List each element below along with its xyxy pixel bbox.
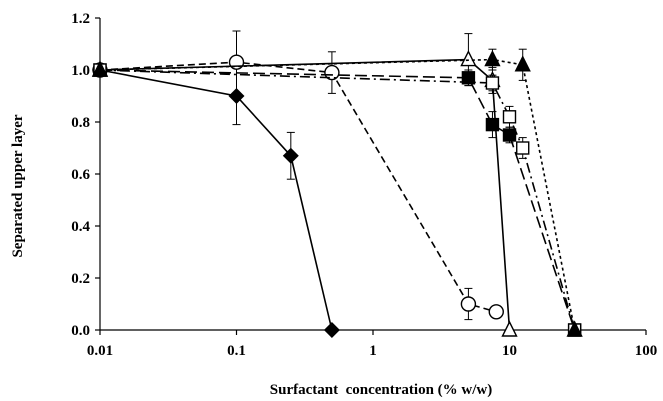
- y-tick-label: 0.0: [71, 323, 90, 339]
- x-tick-label: 100: [635, 343, 658, 359]
- square-marker: [485, 76, 500, 90]
- x-tick-label: 10: [502, 343, 517, 359]
- series-line: [99, 58, 511, 331]
- y-axis-title: Separated upper layer: [10, 114, 26, 257]
- triangle-marker: [501, 320, 518, 337]
- diamond-marker: [228, 88, 245, 104]
- square-marker: [461, 71, 476, 85]
- diamond-marker: [282, 147, 299, 164]
- y-tick-label: 1.0: [71, 63, 90, 79]
- triangle-marker: [91, 60, 109, 77]
- series-layer: [91, 30, 583, 338]
- series-line: [99, 58, 576, 331]
- square-marker: [502, 128, 517, 142]
- triangle-marker: [460, 50, 477, 67]
- y-tick-label: 0.6: [71, 167, 90, 183]
- y-tick-label: 0.4: [71, 219, 90, 235]
- triangle-marker: [514, 55, 531, 72]
- series-1: [92, 62, 340, 338]
- tick-labels: 0.0 0.2 0.4 0.6 0.8 1.0 1.2 0.01 0.1 1 10 100: [71, 11, 657, 359]
- x-tick-label: 0.01: [87, 343, 113, 359]
- triangle-marker: [484, 50, 501, 67]
- series-line: [99, 69, 333, 331]
- series-line: [99, 69, 576, 331]
- series-line: [99, 69, 576, 331]
- x-axis-title: Surfactant concentration (% w/w): [270, 382, 492, 398]
- y-tick-label: 1.2: [71, 11, 90, 27]
- x-tick-label: 0.1: [227, 343, 246, 359]
- circle-marker: [228, 54, 245, 70]
- square-marker: [485, 117, 500, 132]
- y-tick-label: 0.2: [71, 271, 90, 287]
- circle-marker: [488, 304, 504, 320]
- diamond-marker: [323, 322, 340, 338]
- x-tick-label: 1: [369, 343, 377, 359]
- y-tick-label: 0.8: [71, 115, 90, 131]
- triangle-marker: [566, 320, 583, 337]
- circle-marker: [324, 64, 340, 81]
- circle-marker: [460, 296, 477, 312]
- series-3: [91, 33, 518, 337]
- square-marker: [516, 141, 530, 155]
- square-marker: [502, 110, 517, 124]
- series-6: [91, 48, 583, 337]
